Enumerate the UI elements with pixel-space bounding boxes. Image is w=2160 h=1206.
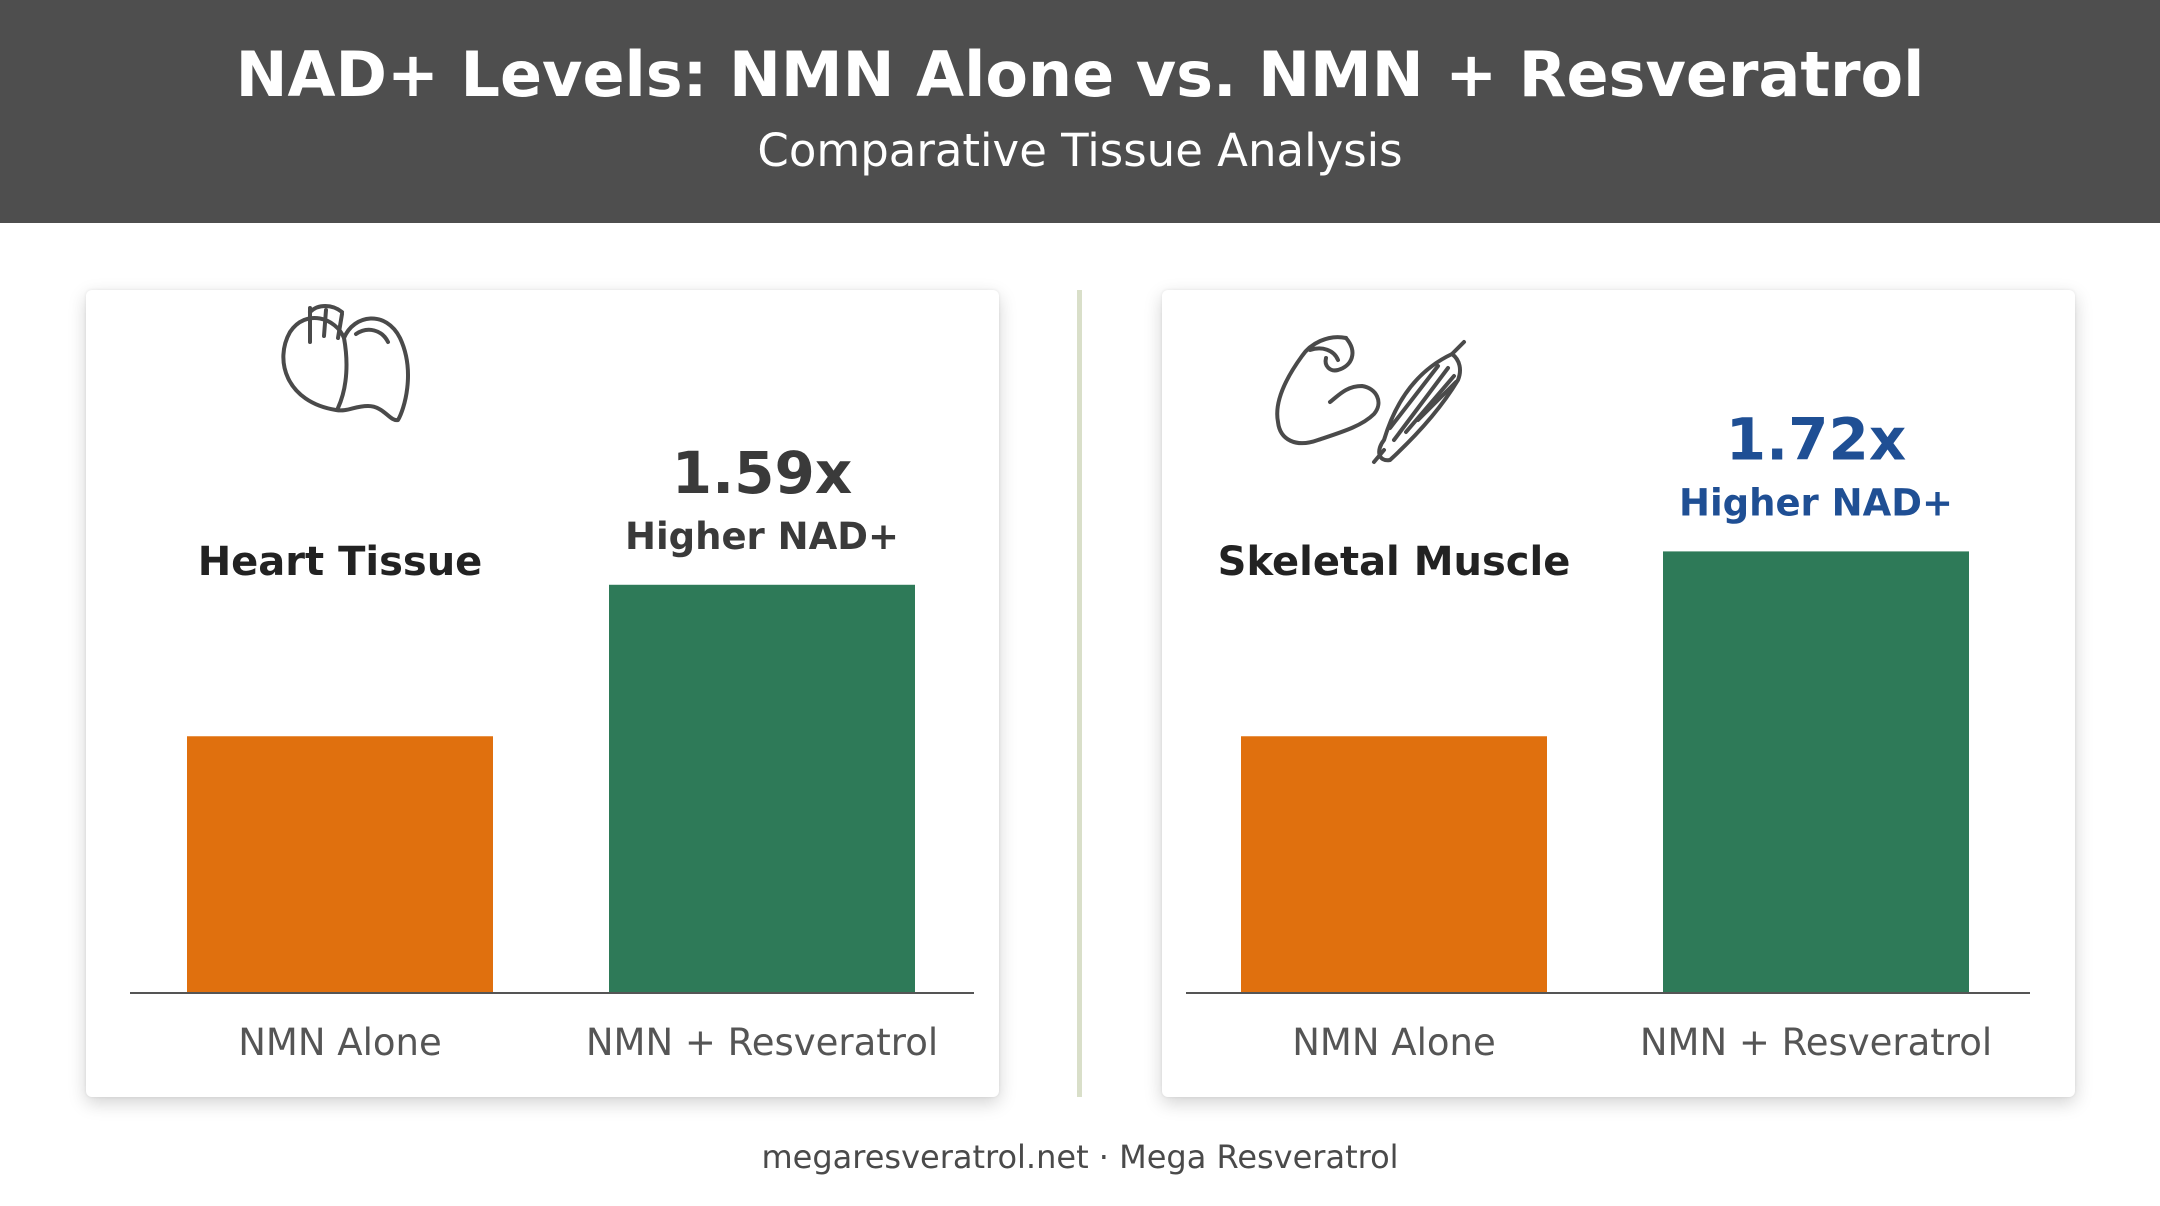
heart-tissue-panel: Heart Tissue NMN Alone NMN + Resveratrol 1… [86, 290, 999, 1097]
heart-tissue-label: Heart Tissue [198, 539, 483, 585]
heart-tissue-chart: Heart Tissue NMN Alone NMN + Resveratrol 1… [130, 304, 974, 1064]
chart-title: NAD+ Levels: NMN Alone vs. NMN + Resvera… [235, 38, 1925, 111]
heart-category-label: NMN + Resveratrol [586, 1021, 938, 1064]
chart-subtitle: Comparative Tissue Analysis [757, 124, 1403, 177]
heart-callout-value: 1.59x [672, 439, 853, 507]
panel-divider [1077, 290, 1082, 1097]
muscle-category-label: NMN Alone [1292, 1021, 1495, 1064]
heart-bar-nmn-alone [187, 736, 493, 993]
muscle-icon [1275, 335, 1466, 464]
muscle-callout-value: 1.72x [1726, 405, 1907, 473]
muscle-callout-label: Higher NAD+ [1679, 481, 1953, 524]
skeletal-muscle-chart: Skeletal Muscle NMN Alone NMN + Resveratr… [1186, 335, 2030, 1064]
muscle-category-label: NMN + Resveratrol [1640, 1021, 1992, 1064]
muscle-bar-nmn-resveratrol [1663, 551, 1969, 993]
skeletal-muscle-panel: Skeletal Muscle NMN Alone NMN + Resveratr… [1162, 290, 2075, 1097]
skeletal-muscle-label: Skeletal Muscle [1218, 539, 1571, 585]
muscle-bar-nmn-alone [1241, 736, 1547, 993]
heart-icon [281, 304, 410, 423]
heart-category-label: NMN Alone [238, 1021, 441, 1064]
heart-callout-label: Higher NAD+ [625, 515, 899, 558]
heart-bar-nmn-resveratrol [609, 584, 915, 993]
header-banner: NAD+ Levels: NMN Alone vs. NMN + Resvera… [0, 0, 2160, 223]
footer-credit: megaresveratrol.net · Mega Resveratrol [761, 1138, 1399, 1176]
